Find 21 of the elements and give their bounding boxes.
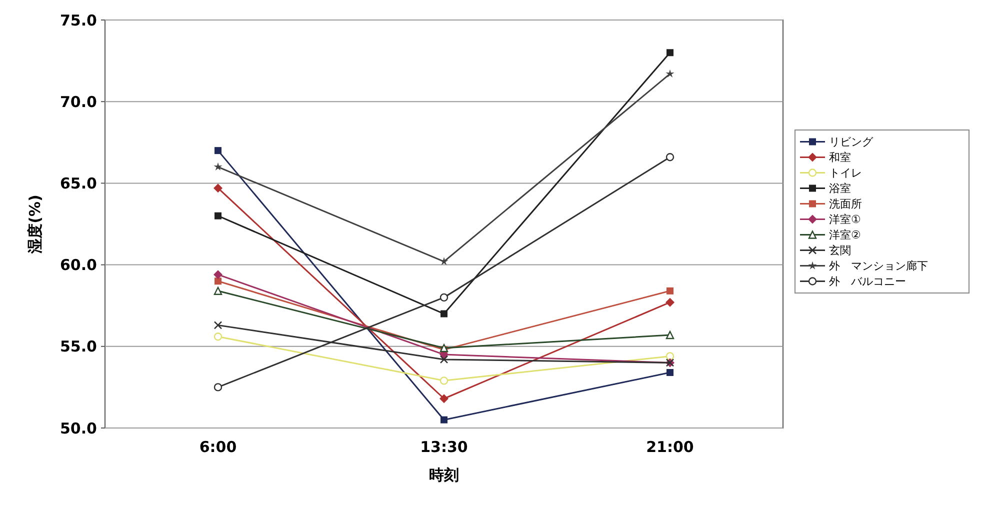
- legend-label: 外 マンション廊下: [829, 260, 928, 273]
- y-tick-label: 50.0: [60, 419, 97, 438]
- legend-label: リビング: [829, 136, 874, 149]
- legend-label: トイレ: [829, 166, 862, 180]
- legend-label: 玄関: [829, 244, 851, 258]
- x-tick-label: 13:30: [420, 438, 468, 456]
- legend-label: 洋室②: [829, 228, 861, 242]
- legend-label: 和室: [829, 151, 851, 164]
- legend-label: 浴室: [829, 182, 851, 196]
- legend-label: 洋室①: [829, 213, 861, 226]
- y-axis-title: 湿度(%): [26, 194, 44, 254]
- y-tick-label: 55.0: [60, 338, 97, 356]
- y-tick-label: 60.0: [60, 256, 97, 274]
- y-tick-label: 75.0: [60, 11, 97, 30]
- y-tick-label: 65.0: [60, 174, 97, 192]
- legend-label: 外 バルコニー: [829, 275, 906, 288]
- y-tick-label: 70.0: [60, 92, 97, 111]
- x-tick-label: 21:00: [646, 438, 694, 456]
- x-tick-label: 6:00: [199, 438, 237, 456]
- legend-label: 洗面所: [829, 198, 862, 211]
- x-axis-title: 時刻: [429, 466, 459, 484]
